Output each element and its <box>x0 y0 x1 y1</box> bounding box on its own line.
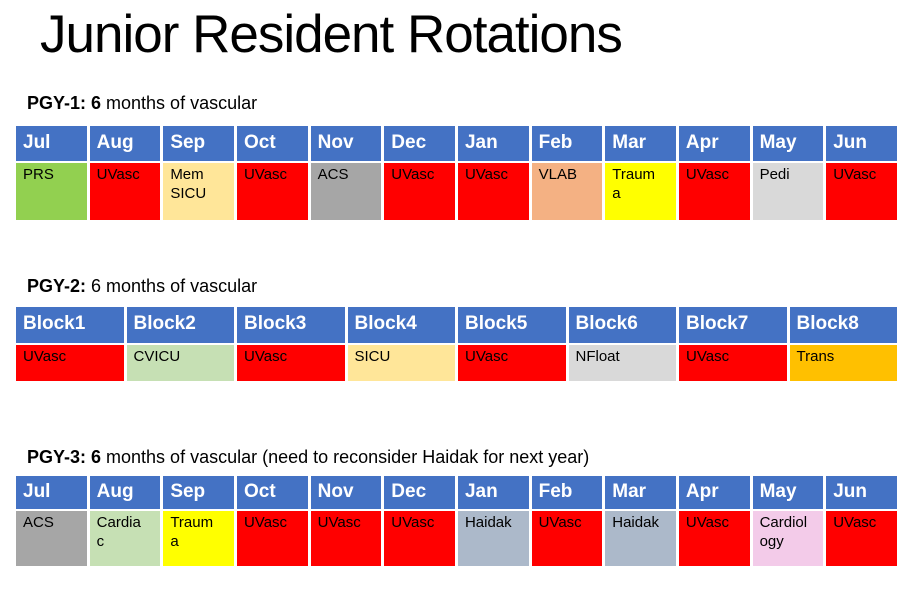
rotation-cell: VLAB <box>531 163 603 220</box>
rotation-cell: Trauma <box>605 163 676 220</box>
pgy1-rotation-table: Jul Aug Sep Oct Nov Dec Jan Feb Mar Apr … <box>13 124 900 222</box>
pgy3-rotation-table: Jul Aug Sep Oct Nov Dec Jan Feb Mar Apr … <box>13 474 900 568</box>
pgy1-column-header: Jun <box>826 126 897 161</box>
pgy1-column-header: Feb <box>531 126 603 161</box>
rotation-cell: Haidak <box>605 511 676 566</box>
pgy3-column-header: Aug <box>89 476 161 509</box>
rotation-cell: UVasc <box>89 163 161 220</box>
pgy1-rotation-row: PRS UVasc Mem SICU UVasc ACS UVasc UVasc… <box>16 163 897 220</box>
rotation-cell: UVasc <box>826 163 897 220</box>
pgy3-rotation-row: ACS Cardiac Trauma UVasc UVasc UVasc Hai… <box>16 511 897 566</box>
pgy1-column-header: Dec <box>384 126 455 161</box>
pgy3-column-header: Mar <box>605 476 676 509</box>
rotation-cell: Mem SICU <box>163 163 234 220</box>
pgy1-column-header: Oct <box>236 126 308 161</box>
rotation-cell: UVasc <box>384 511 455 566</box>
pgy2-column-header: Block5 <box>458 307 566 343</box>
pgy2-rotation-row: UVasc CVICU UVasc SICU UVasc NFloat UVas… <box>16 345 897 381</box>
pgy2-label-bold: PGY-2: <box>27 276 87 296</box>
rotation-cell: UVasc <box>236 511 308 566</box>
pgy2-column-header: Block8 <box>789 307 897 343</box>
rotation-cell: UVasc <box>458 345 566 381</box>
rotation-cell: Cardiac <box>89 511 161 566</box>
pgy2-column-header: Block4 <box>347 307 455 343</box>
pgy3-section-label: PGY-3: 6 months of vascular (need to rec… <box>27 447 589 468</box>
pgy1-section-label: PGY-1: 6 months of vascular <box>27 93 257 114</box>
rotation-cell: Pedi <box>752 163 824 220</box>
pgy2-column-header: Block3 <box>237 307 345 343</box>
rotation-cell: Trauma <box>163 511 234 566</box>
pgy2-section-label: PGY-2: 6 months of vascular <box>27 276 257 297</box>
pgy3-column-header: Jul <box>16 476 87 509</box>
rotation-cell: UVasc <box>237 345 345 381</box>
rotation-cell: UVasc <box>679 345 787 381</box>
pgy3-column-header: Jun <box>826 476 897 509</box>
rotation-cell: UVasc <box>457 163 529 220</box>
rotation-cell: NFloat <box>568 345 676 381</box>
slide-title: Junior Resident Rotations <box>40 5 623 64</box>
pgy3-column-header: Apr <box>678 476 750 509</box>
pgy2-column-header: Block2 <box>126 307 234 343</box>
pgy1-label-bold: PGY-1: 6 <box>27 93 102 113</box>
pgy1-column-header: Aug <box>89 126 161 161</box>
pgy1-column-header: May <box>752 126 824 161</box>
pgy1-header-row: Jul Aug Sep Oct Nov Dec Jan Feb Mar Apr … <box>16 126 897 161</box>
rotation-cell: ACS <box>16 511 87 566</box>
rotation-cell: UVasc <box>16 345 124 381</box>
pgy1-label-rest: months of vascular <box>101 93 258 113</box>
pgy1-column-header: Apr <box>678 126 750 161</box>
pgy3-column-header: Feb <box>531 476 603 509</box>
pgy2-column-header: Block1 <box>16 307 124 343</box>
pgy3-header-row: Jul Aug Sep Oct Nov Dec Jan Feb Mar Apr … <box>16 476 897 509</box>
rotation-cell: UVasc <box>236 163 308 220</box>
rotation-cell: SICU <box>347 345 455 381</box>
pgy1-column-header: Jan <box>457 126 529 161</box>
rotation-cell: CVICU <box>126 345 234 381</box>
pgy2-column-header: Block6 <box>568 307 676 343</box>
rotation-cell: Cardiology <box>752 511 824 566</box>
pgy1-column-header: Nov <box>310 126 382 161</box>
pgy2-rotation-table: Block1 Block2 Block3 Block4 Block5 Block… <box>13 305 900 383</box>
pgy1-column-header: Sep <box>163 126 234 161</box>
pgy3-column-header: Oct <box>236 476 308 509</box>
pgy2-header-row: Block1 Block2 Block3 Block4 Block5 Block… <box>16 307 897 343</box>
pgy3-column-header: Dec <box>384 476 455 509</box>
pgy3-column-header: Nov <box>310 476 382 509</box>
rotation-cell: UVasc <box>531 511 603 566</box>
rotation-cell: PRS <box>16 163 87 220</box>
pgy3-column-header: Jan <box>457 476 529 509</box>
rotation-cell: UVasc <box>678 511 750 566</box>
rotation-cell: ACS <box>310 163 382 220</box>
pgy1-column-header: Jul <box>16 126 87 161</box>
pgy3-column-header: Sep <box>163 476 234 509</box>
rotation-cell: UVasc <box>678 163 750 220</box>
pgy1-column-header: Mar <box>605 126 676 161</box>
pgy2-label-rest: 6 months of vascular <box>86 276 258 296</box>
pgy2-column-header: Block7 <box>679 307 787 343</box>
rotation-cell: UVasc <box>310 511 382 566</box>
rotation-cell: UVasc <box>384 163 455 220</box>
pgy3-label-rest: months of vascular (need to reconsider H… <box>101 447 590 467</box>
rotation-cell: Haidak <box>457 511 529 566</box>
pgy3-label-bold: PGY-3: 6 <box>27 447 102 467</box>
rotation-cell: Trans <box>789 345 897 381</box>
pgy3-column-header: May <box>752 476 824 509</box>
rotation-cell: UVasc <box>826 511 897 566</box>
